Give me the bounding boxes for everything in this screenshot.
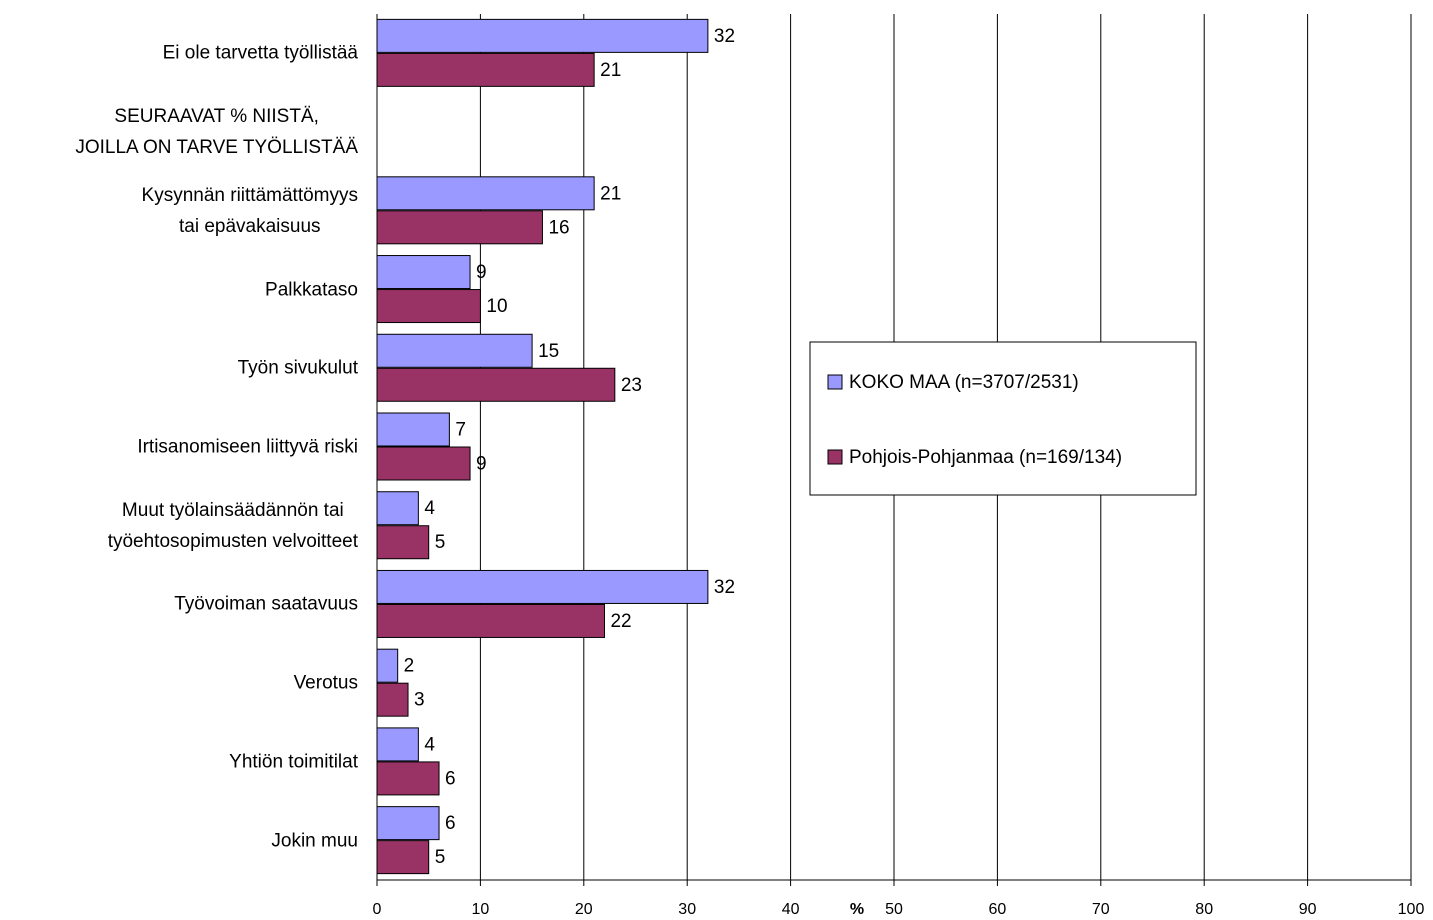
y-tick-label: Palkkataso bbox=[265, 279, 358, 301]
value-label: 6 bbox=[445, 768, 456, 789]
bar bbox=[376, 289, 481, 324]
value-label: 9 bbox=[476, 454, 487, 475]
x-tick-label: 30 bbox=[678, 901, 696, 918]
value-label: 5 bbox=[435, 847, 446, 868]
legend-label: KOKO MAA (n=3707/2531) bbox=[849, 372, 1079, 393]
x-tick-label: 60 bbox=[989, 901, 1007, 918]
legend-swatch bbox=[827, 374, 843, 390]
y-tick-label: Ei ole tarvetta työllistää bbox=[162, 42, 358, 64]
bar bbox=[376, 603, 605, 638]
x-tick-label: 10 bbox=[472, 901, 490, 918]
value-label: 4 bbox=[424, 498, 435, 519]
legend-box bbox=[809, 341, 1197, 496]
legend-swatch bbox=[827, 449, 843, 465]
bar bbox=[376, 255, 471, 290]
bar bbox=[376, 806, 440, 841]
bar bbox=[376, 525, 430, 560]
x-tick-label: 50 bbox=[885, 901, 903, 918]
bar bbox=[376, 446, 471, 481]
y-tick-label: Irtisanomiseen liittyvä riski bbox=[137, 436, 358, 458]
bar bbox=[376, 569, 709, 604]
value-label: 16 bbox=[548, 217, 569, 238]
bar bbox=[376, 52, 595, 87]
y-tick-label: Työn sivukulut bbox=[237, 357, 358, 379]
x-tick-label: 20 bbox=[575, 901, 593, 918]
x-tick-label: 40 bbox=[782, 901, 800, 918]
value-label: 6 bbox=[445, 813, 456, 834]
bar bbox=[376, 412, 450, 447]
y-tick-label: Jokin muu bbox=[271, 830, 358, 852]
value-label: 7 bbox=[455, 420, 466, 441]
x-tick-label: 90 bbox=[1299, 901, 1317, 918]
bar bbox=[376, 727, 419, 762]
value-label: 21 bbox=[600, 60, 621, 81]
value-label: 5 bbox=[435, 532, 446, 553]
x-axis-label: % bbox=[850, 901, 864, 918]
value-label: 10 bbox=[486, 296, 507, 317]
y-tick-label: Yhtiön toimitilat bbox=[229, 751, 358, 773]
value-label: 9 bbox=[476, 262, 487, 283]
y-tick-label: Kysynnän riittämättömyys tai epävakaisuu… bbox=[141, 184, 358, 237]
x-tick-label: 80 bbox=[1195, 901, 1213, 918]
bar bbox=[376, 367, 616, 402]
value-label: 21 bbox=[600, 183, 621, 204]
value-label: 23 bbox=[621, 375, 642, 396]
value-label: 22 bbox=[610, 611, 631, 632]
value-label: 32 bbox=[714, 577, 735, 598]
y-tick-label: Verotus bbox=[293, 672, 358, 694]
bar bbox=[376, 840, 430, 875]
bar bbox=[376, 333, 533, 368]
bar bbox=[376, 491, 419, 526]
bar bbox=[376, 648, 399, 683]
value-label: 15 bbox=[538, 341, 559, 362]
x-tick-label: 70 bbox=[1092, 901, 1110, 918]
bar bbox=[376, 761, 440, 796]
bar bbox=[376, 176, 595, 211]
x-tick-label: 100 bbox=[1398, 901, 1425, 918]
y-tick-label: SEURAAVAT % NIISTÄ, JOILLA ON TARVE TYÖL… bbox=[75, 106, 358, 159]
value-label: 32 bbox=[714, 26, 735, 47]
bar bbox=[376, 210, 543, 245]
value-label: 2 bbox=[404, 656, 415, 677]
value-label: 3 bbox=[414, 690, 425, 711]
bar bbox=[376, 682, 409, 717]
value-label: 4 bbox=[424, 734, 435, 755]
bar bbox=[376, 18, 709, 53]
y-tick-label: Työvoiman saatavuus bbox=[174, 593, 358, 615]
y-tick-label: Muut työlainsäädännön tai työehtosopimus… bbox=[107, 499, 358, 552]
x-tick-label: 0 bbox=[373, 901, 382, 918]
legend-label: Pohjois-Pohjanmaa (n=169/134) bbox=[849, 447, 1122, 468]
